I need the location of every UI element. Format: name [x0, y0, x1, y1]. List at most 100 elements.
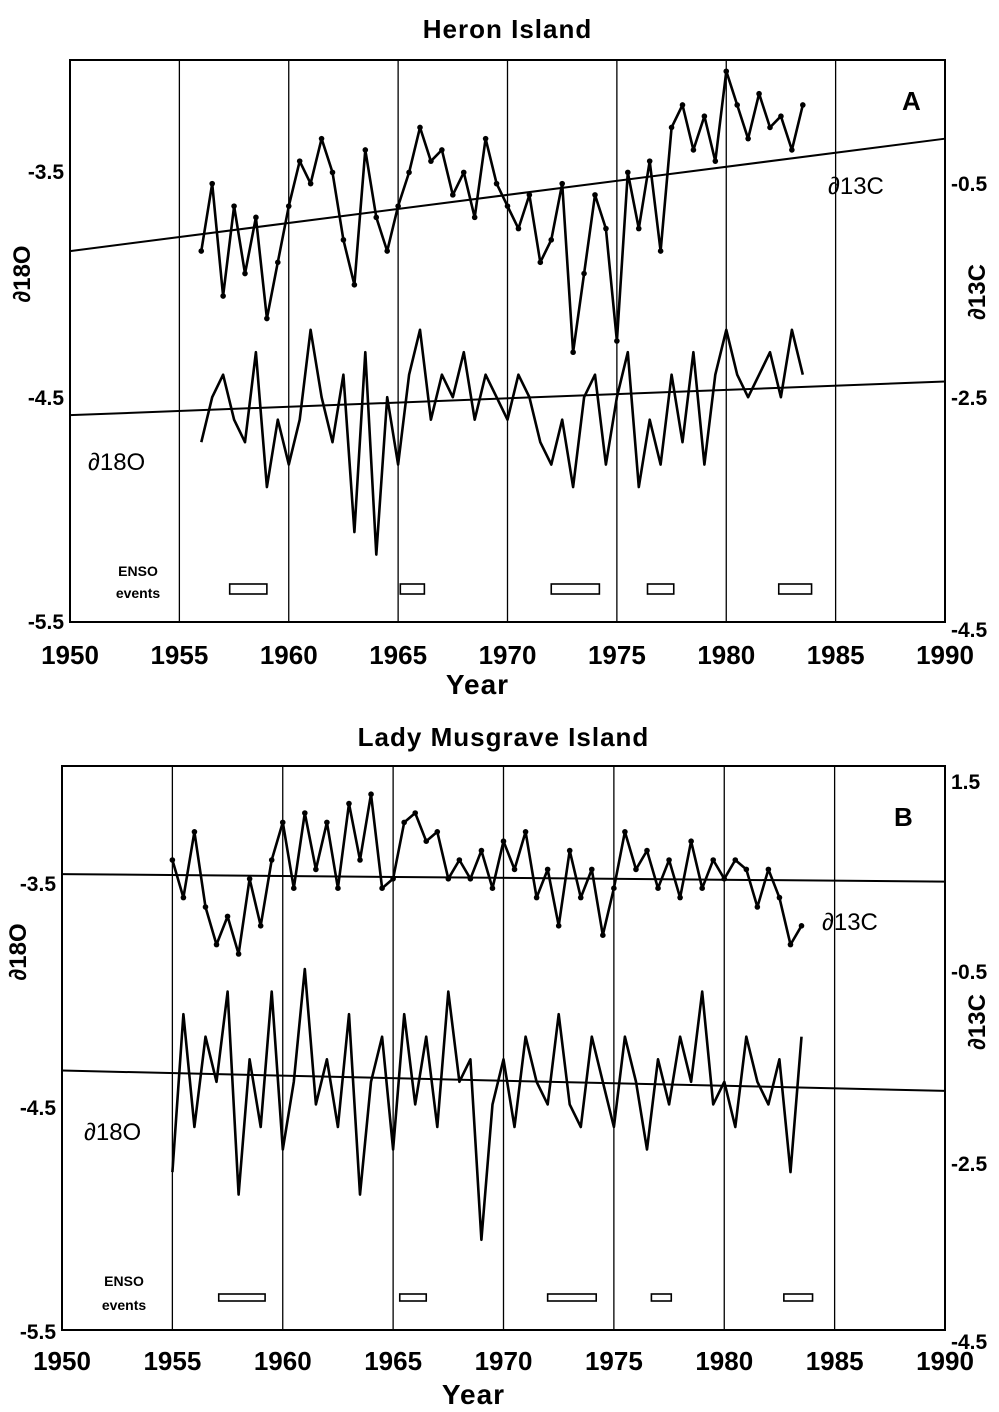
data-point — [493, 180, 500, 187]
x-tick-label: 1990 — [916, 1346, 974, 1376]
data-point — [318, 135, 325, 142]
data-point — [275, 259, 281, 266]
data-point — [180, 894, 187, 901]
data-point — [489, 885, 496, 891]
data-point — [395, 203, 401, 209]
data-point — [439, 147, 445, 153]
right-y-axis-label: ∂13C — [964, 994, 991, 1050]
data-point — [734, 102, 740, 108]
data-point — [787, 941, 794, 948]
left-y-tick-label: -3.5 — [20, 873, 57, 896]
right-y-axis-label: ∂13C — [964, 264, 991, 320]
data-point — [633, 866, 639, 873]
x-tick-label: 1975 — [585, 1346, 643, 1376]
data-point — [428, 158, 434, 164]
data-point — [548, 237, 555, 243]
data-point — [379, 885, 385, 891]
left-y-tick-label: -4.5 — [28, 387, 65, 410]
enso-event-bar — [646, 583, 675, 595]
data-point — [504, 203, 511, 209]
data-point — [710, 857, 717, 863]
data-point — [296, 158, 303, 164]
data-point — [231, 203, 237, 209]
x-tick-label: 1990 — [916, 640, 974, 670]
data-point — [635, 225, 642, 232]
data-point — [732, 857, 739, 863]
data-point — [745, 135, 751, 142]
chart-title: Lady Musgrave Island — [358, 722, 650, 752]
data-point — [500, 838, 507, 844]
right-y-tick-label: -2.5 — [951, 1153, 988, 1176]
data-point — [220, 293, 226, 299]
data-point — [603, 225, 609, 232]
series-line — [171, 792, 803, 956]
data-point — [533, 894, 540, 901]
data-point — [555, 923, 562, 929]
data-point — [798, 923, 805, 929]
left-y-axis-label: ∂18O — [5, 923, 32, 980]
data-point — [482, 135, 489, 142]
data-point — [712, 158, 719, 164]
data-point — [340, 237, 347, 243]
data-point — [434, 829, 441, 835]
data-point — [246, 876, 253, 882]
data-point — [657, 248, 664, 254]
data-point — [445, 876, 452, 882]
data-point — [302, 810, 308, 816]
x-tick-label: 1950 — [33, 1346, 91, 1376]
panel-label: B — [894, 802, 913, 832]
left-y-tick-label: -5.5 — [20, 1321, 57, 1344]
series-line — [200, 328, 805, 556]
x-tick-label: 1965 — [369, 640, 427, 670]
data-point — [213, 941, 220, 948]
data-point — [268, 857, 275, 863]
data-point — [253, 214, 259, 221]
data-point — [690, 147, 697, 153]
data-point — [743, 866, 750, 873]
data-point — [324, 819, 330, 826]
data-point — [362, 147, 369, 153]
chart-title: Heron Island — [423, 14, 592, 44]
data-point — [390, 876, 396, 882]
enso-label: ENSO — [104, 1273, 144, 1289]
data-point — [592, 192, 598, 198]
data-point — [679, 102, 686, 108]
x-tick-label: 1960 — [260, 640, 318, 670]
data-point — [191, 829, 198, 835]
data-point — [357, 857, 363, 863]
data-point — [198, 248, 205, 254]
data-point — [589, 866, 595, 873]
data-point — [566, 847, 573, 854]
data-point — [401, 819, 407, 826]
data-point — [460, 169, 467, 176]
enso-event-bar — [550, 583, 601, 595]
data-point — [721, 876, 728, 882]
data-point — [423, 838, 430, 844]
enso-event-bar — [398, 1293, 428, 1302]
trend-line — [69, 380, 946, 417]
data-point — [373, 214, 380, 221]
series-label: ∂13C — [828, 173, 884, 200]
data-point — [279, 819, 286, 826]
right-y-tick-label: 1.5 — [951, 771, 981, 794]
series-label: ∂18O — [88, 449, 145, 476]
x-tick-label: 1955 — [143, 1346, 201, 1376]
data-point — [522, 829, 529, 835]
left-y-axis-label: ∂18O — [9, 245, 36, 302]
data-point — [765, 866, 772, 873]
data-point — [346, 800, 352, 807]
data-point — [313, 866, 319, 873]
data-point — [417, 124, 423, 131]
x-tick-label: 1970 — [479, 640, 537, 670]
data-point — [169, 857, 176, 863]
data-point — [614, 338, 620, 344]
data-point — [257, 923, 264, 929]
data-point — [242, 270, 248, 277]
data-point — [450, 192, 456, 198]
data-point — [701, 113, 708, 119]
data-point — [559, 180, 565, 187]
right-y-tick-label: -2.5 — [951, 387, 988, 410]
data-point — [644, 847, 650, 854]
enso-event-bar — [399, 583, 426, 595]
